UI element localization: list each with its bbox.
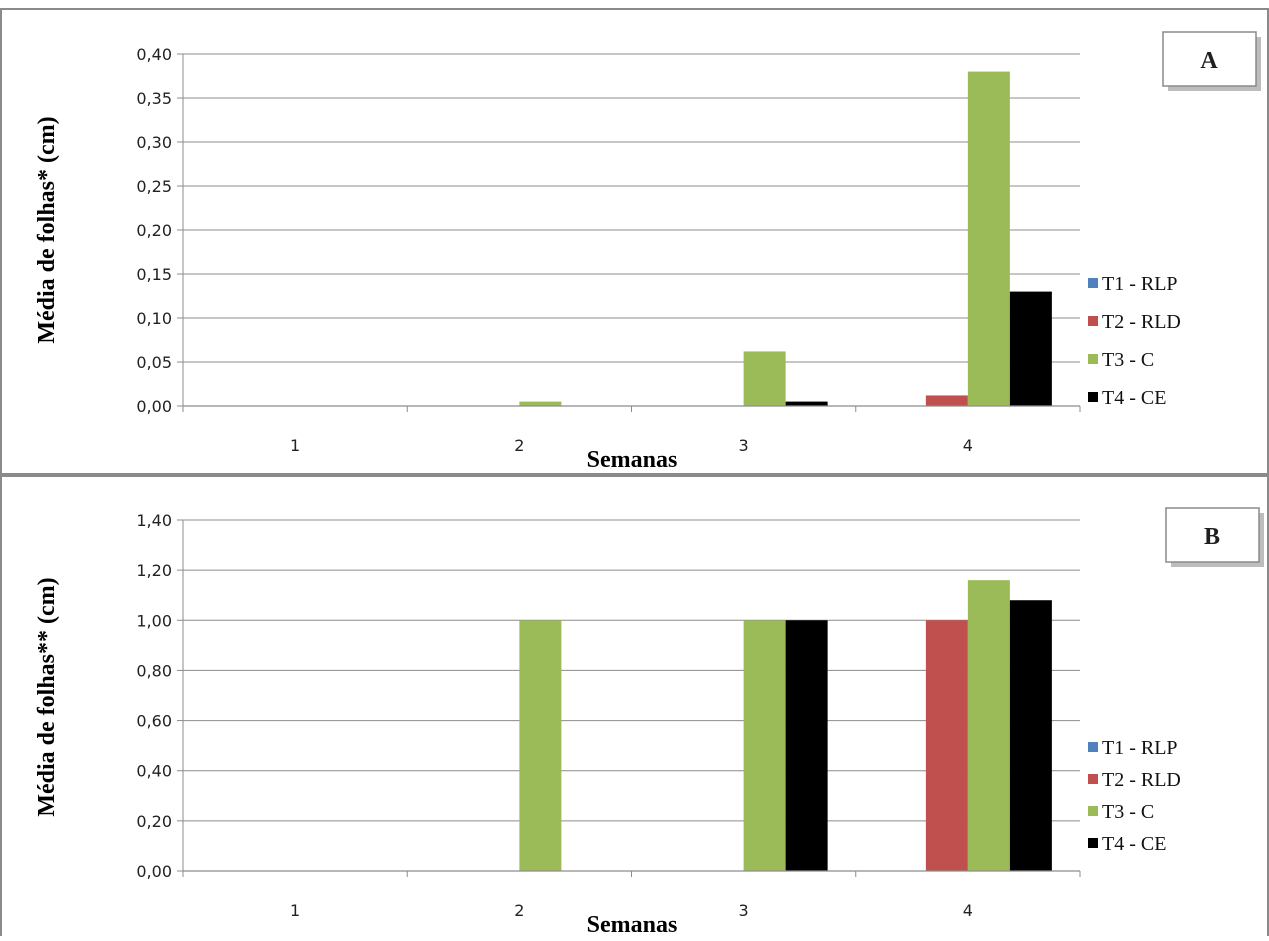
panel-b-legend-label: T2 - RLD [1102, 769, 1181, 791]
panel-b-bar [519, 620, 562, 871]
panel-a-y-tick-label: 0,20 [136, 221, 172, 240]
panel-b-legend: T1 - RLP T2 - RLD T3 - C T4 - CE [1088, 737, 1181, 855]
panel-b-bars [519, 580, 1052, 871]
panel-b-legend-swatch [1088, 774, 1098, 784]
panel-a-legend-label: T2 - RLD [1102, 311, 1181, 333]
panel-b-legend-label: T4 - CE [1102, 833, 1166, 855]
panel-a-x-tick-label: 2 [514, 436, 524, 455]
panel-a-y-tick-label: 0,00 [136, 397, 172, 416]
panel-a-bar [519, 401, 562, 406]
panel-a-y-tick-label: 0,15 [136, 265, 172, 284]
panel-b-y-tick-label: 0,20 [136, 812, 172, 831]
panel-b-y-tick-label: 0,40 [136, 762, 172, 781]
panel-a-bar [967, 71, 1010, 406]
panel-b-frame [0, 475, 1269, 941]
panel-a-legend-swatch [1088, 354, 1098, 364]
panel-b-label-frame [1165, 507, 1260, 563]
panel-a-legend-label: T4 - CE [1102, 387, 1166, 409]
panel-a-y-tick-label: 0,05 [136, 353, 172, 372]
panel-a-y-tick-label: 0,10 [136, 309, 172, 328]
panel-b-bar [967, 580, 1010, 871]
panel-b-y-axis-title: Média de folhas** (cm) [34, 577, 60, 816]
panel-b-x-tick-label: 4 [963, 901, 973, 920]
panel-a-legend-swatch [1088, 392, 1098, 402]
panel-b-bar [743, 620, 786, 871]
panel-b-legend-swatch [1088, 838, 1098, 848]
panel-b-y-tick-label: 0,80 [136, 661, 172, 680]
panel-a-x-tick-label: 4 [963, 436, 973, 455]
panel-a-y-tick-label: 0,30 [136, 133, 172, 152]
panel-a-y-tick-label: 0,35 [136, 89, 172, 108]
panel-a-bars [519, 71, 1052, 406]
panel-a-y-tick-label: 0,40 [136, 45, 172, 64]
panel-b-legend-label: T3 - C [1102, 801, 1154, 823]
panel-a-legend-swatch [1088, 316, 1098, 326]
panel-b-bar [785, 620, 828, 871]
panel-b-y-tick-label: 0,60 [136, 712, 172, 731]
panel-a-label-frame [1162, 31, 1257, 87]
panel-b-axes: 0,00 0,20 0,40 0,60 0,80 1,00 1,20 1,40 1 2 3 4 [136, 511, 1081, 920]
panel-a-bar [743, 351, 786, 406]
panel-b-y-tick-label: 1,40 [136, 511, 172, 530]
panel-b-label-box: B [1165, 507, 1264, 567]
panel-a-label-box: A [1162, 31, 1261, 91]
chart-panel-b: 0,00 0,20 0,40 0,60 0,80 1,00 1,20 1,40 1 2 3 4 Méd… [0, 475, 1269, 941]
panel-a-bar [925, 395, 968, 406]
panel-b-legend-swatch [1088, 742, 1098, 752]
panel-a-bar [785, 401, 828, 406]
panel-a-label: A [1200, 48, 1218, 74]
panel-a-axes: 0,00 0,05 0,10 0,15 0,20 0,25 0,30 0,35 0,40 1 2 3 4 [136, 45, 1081, 455]
panel-b-y-tick-label: 1,00 [136, 611, 172, 630]
panel-a-x-tick-label: 1 [290, 436, 300, 455]
panel-a-x-tick-label: 3 [739, 436, 749, 455]
panel-a-legend: T1 - RLP T2 - RLD T3 - C T4 - CE [1088, 273, 1181, 409]
panel-b-legend-swatch [1088, 806, 1098, 816]
panel-a-gridlines [183, 53, 1080, 407]
panel-b-y-tick-label: 1,20 [136, 561, 172, 580]
panel-b-x-axis-title: Semanas [587, 912, 678, 936]
panel-a-legend-swatch [1088, 278, 1098, 288]
panel-a-frame [0, 8, 1269, 475]
panel-b-x-tick-label: 1 [290, 901, 300, 920]
panel-b-legend-label: T1 - RLP [1102, 737, 1178, 759]
panel-a-legend-label: T1 - RLP [1102, 273, 1178, 295]
panel-b-x-tick-label: 3 [739, 901, 749, 920]
panel-b-label: B [1204, 524, 1220, 550]
panel-a-legend-label: T3 - C [1102, 349, 1154, 371]
chart-panel-a: 0,00 0,05 0,10 0,15 0,20 0,25 0,30 0,35 0,40 1 2 3 4… [0, 8, 1269, 475]
panel-a-y-axis-title: Média de folhas* (cm) [34, 116, 60, 343]
panel-b-x-tick-label: 2 [514, 901, 524, 920]
panel-a-y-tick-label: 0,25 [136, 177, 172, 196]
panel-b-bar [1009, 600, 1052, 871]
panel-b-bar [925, 620, 968, 871]
panel-a-bar [1009, 291, 1052, 406]
panel-a-x-axis-title: Semanas [587, 447, 678, 473]
panel-b-y-tick-label: 0,00 [136, 862, 172, 881]
